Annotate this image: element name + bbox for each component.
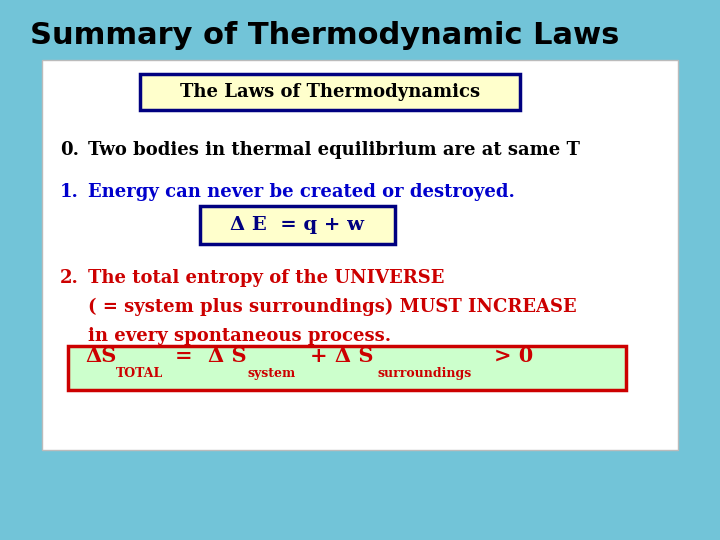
- FancyBboxPatch shape: [68, 346, 626, 390]
- Text: 0.: 0.: [60, 141, 79, 159]
- Text: The total entropy of the UNIVERSE: The total entropy of the UNIVERSE: [88, 269, 444, 287]
- Text: Summary of Thermodynamic Laws: Summary of Thermodynamic Laws: [30, 21, 619, 50]
- Text: + Δ S: + Δ S: [310, 346, 374, 366]
- Text: in every spontaneous process.: in every spontaneous process.: [88, 327, 391, 345]
- FancyBboxPatch shape: [200, 206, 395, 244]
- FancyBboxPatch shape: [42, 60, 678, 450]
- Text: Δ E  = q + w: Δ E = q + w: [230, 216, 364, 234]
- Text: Δ S: Δ S: [208, 346, 247, 366]
- Text: The Laws of Thermodynamics: The Laws of Thermodynamics: [180, 83, 480, 101]
- Text: Energy can never be created or destroyed.: Energy can never be created or destroyed…: [88, 183, 515, 201]
- FancyBboxPatch shape: [140, 74, 520, 110]
- Text: =: =: [175, 346, 193, 366]
- Text: 2.: 2.: [60, 269, 79, 287]
- Text: Two bodies in thermal equilibrium are at same T: Two bodies in thermal equilibrium are at…: [88, 141, 580, 159]
- Text: TOTAL: TOTAL: [116, 367, 163, 380]
- Text: ( = system plus surroundings) MUST INCREASE: ( = system plus surroundings) MUST INCRE…: [88, 298, 577, 316]
- Text: > 0: > 0: [494, 346, 534, 366]
- Text: ΔS: ΔS: [85, 346, 117, 366]
- Text: 1.: 1.: [60, 183, 79, 201]
- Text: system: system: [248, 367, 296, 380]
- Text: surroundings: surroundings: [378, 367, 472, 380]
